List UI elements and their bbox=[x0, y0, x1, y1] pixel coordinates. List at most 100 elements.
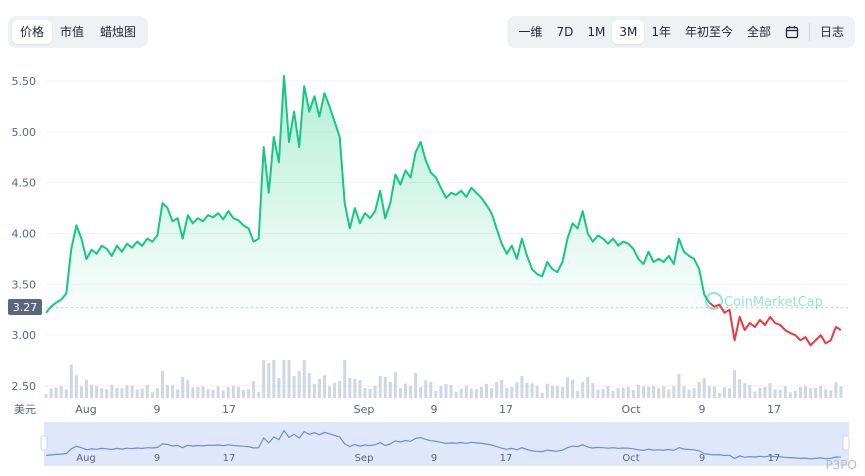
volume-bar bbox=[692, 388, 696, 398]
volume-bar bbox=[515, 382, 519, 398]
volume-bar bbox=[743, 383, 747, 398]
volume-bar bbox=[722, 387, 726, 398]
x-tick-label: 9 bbox=[431, 403, 438, 416]
tab-candlestick[interactable]: 蜡烛图 bbox=[100, 25, 137, 39]
range-1y[interactable]: 1年 bbox=[651, 25, 671, 39]
navigator-background bbox=[44, 422, 849, 466]
volume-bar bbox=[753, 391, 757, 398]
navigator-x-ticks: Aug 9 17 Sep 9 17 Oct 9 17 bbox=[76, 453, 780, 464]
navigator-tick-label: 9 bbox=[154, 453, 160, 464]
volume-bar bbox=[525, 382, 529, 398]
volume-bar bbox=[231, 385, 235, 398]
volume-bar bbox=[166, 385, 170, 398]
volume-bar bbox=[793, 390, 797, 398]
tab-market-cap[interactable]: 市值 bbox=[60, 25, 85, 39]
volume-bar bbox=[292, 376, 296, 398]
volume-bar bbox=[160, 370, 164, 398]
volume-bar bbox=[236, 386, 240, 398]
volume-bar bbox=[176, 389, 180, 398]
range-1d[interactable]: 一维 bbox=[518, 25, 543, 39]
volume-bar bbox=[120, 388, 124, 398]
volume-bar bbox=[186, 380, 190, 398]
volume-bar bbox=[206, 389, 210, 398]
volume-bar bbox=[348, 378, 352, 398]
x-tick-label: 17 bbox=[767, 403, 781, 416]
y-tick-label: 4.00 bbox=[12, 228, 37, 241]
volume-bar bbox=[59, 386, 63, 398]
range-7d[interactable]: 7D bbox=[556, 25, 574, 39]
volume-bar bbox=[814, 388, 818, 398]
volume-bar bbox=[611, 391, 615, 398]
volume-bar bbox=[682, 386, 686, 398]
volume-bar bbox=[798, 387, 802, 398]
y-tick-label: 3.50 bbox=[12, 278, 37, 291]
volume-bar bbox=[626, 386, 630, 398]
volume-bar bbox=[773, 389, 777, 398]
volume-bar bbox=[505, 388, 509, 398]
brand-watermark: CoinMarketCap bbox=[705, 292, 823, 310]
volume-bar bbox=[485, 383, 489, 398]
chart-type-tabs: 价格 市值 蜡烛图 bbox=[8, 16, 149, 48]
volume-bar bbox=[768, 383, 772, 398]
volume-bar bbox=[317, 379, 321, 398]
volume-bar bbox=[90, 384, 94, 398]
volume-bar bbox=[252, 381, 256, 398]
log-scale-toggle[interactable]: 日志 bbox=[819, 25, 844, 39]
volume-bar bbox=[540, 392, 544, 398]
volume-bar bbox=[333, 383, 337, 398]
price-line-up bbox=[45, 74, 711, 314]
x-tick-label: Sep bbox=[354, 403, 375, 416]
range-ytd[interactable]: 年初至今 bbox=[684, 25, 733, 39]
range-1m[interactable]: 1M bbox=[587, 25, 606, 39]
volume-bar bbox=[778, 389, 782, 398]
volume-bar bbox=[49, 388, 53, 398]
volume-bar bbox=[307, 373, 311, 398]
range-3m[interactable]: 3M bbox=[612, 20, 645, 44]
volume-bar bbox=[287, 360, 291, 398]
volume-bar bbox=[115, 388, 119, 398]
volume-bar bbox=[434, 391, 438, 398]
volume-bar bbox=[150, 392, 154, 398]
volume-bar bbox=[662, 386, 666, 398]
volume-bar bbox=[282, 360, 286, 398]
volume-bar bbox=[571, 380, 575, 398]
price-line-down bbox=[708, 301, 842, 347]
volume-bar bbox=[631, 390, 635, 398]
volume-bar bbox=[667, 389, 671, 398]
y-axis-ticks: 5.50 5.00 4.50 4.00 3.50 3.00 2.50 bbox=[12, 75, 37, 393]
volume-bar bbox=[135, 389, 139, 398]
navigator-handle-left[interactable] bbox=[40, 435, 48, 451]
volume-bar bbox=[44, 394, 48, 398]
volume-bar bbox=[677, 374, 681, 398]
x-tick-label: 17 bbox=[222, 403, 236, 416]
volume-bar bbox=[414, 373, 418, 398]
tab-price[interactable]: 价格 bbox=[12, 20, 53, 44]
navigator-handle-right[interactable] bbox=[842, 435, 850, 451]
volume-bar bbox=[439, 386, 443, 398]
x-axis-ticks: Aug 9 17 Sep 9 17 Oct 9 17 bbox=[75, 403, 781, 416]
volume-bar bbox=[429, 381, 433, 398]
volume-bar bbox=[100, 388, 104, 398]
volume-bar bbox=[388, 382, 392, 398]
volume-bar bbox=[474, 389, 478, 398]
volume-bar bbox=[687, 389, 691, 398]
range-all[interactable]: 全部 bbox=[746, 25, 771, 39]
volume-bar bbox=[545, 383, 549, 398]
volume-bar bbox=[479, 387, 483, 398]
volume-bar bbox=[171, 385, 175, 398]
volume-bar bbox=[819, 386, 823, 398]
volume-bar bbox=[196, 387, 200, 398]
volume-bar bbox=[829, 390, 833, 398]
y-tick-label: 5.00 bbox=[12, 126, 37, 139]
volume-bar bbox=[647, 386, 651, 398]
volume-bar bbox=[566, 377, 570, 398]
volume-bar bbox=[211, 389, 215, 398]
volume-bar bbox=[464, 385, 468, 398]
calendar-icon[interactable] bbox=[778, 20, 806, 44]
volume-bar bbox=[267, 363, 271, 398]
volume-bar bbox=[241, 390, 245, 398]
volume-bar bbox=[79, 386, 83, 398]
y-tick-label: 2.50 bbox=[12, 380, 37, 393]
volume-bar bbox=[368, 389, 372, 398]
volume-bar bbox=[221, 390, 225, 398]
